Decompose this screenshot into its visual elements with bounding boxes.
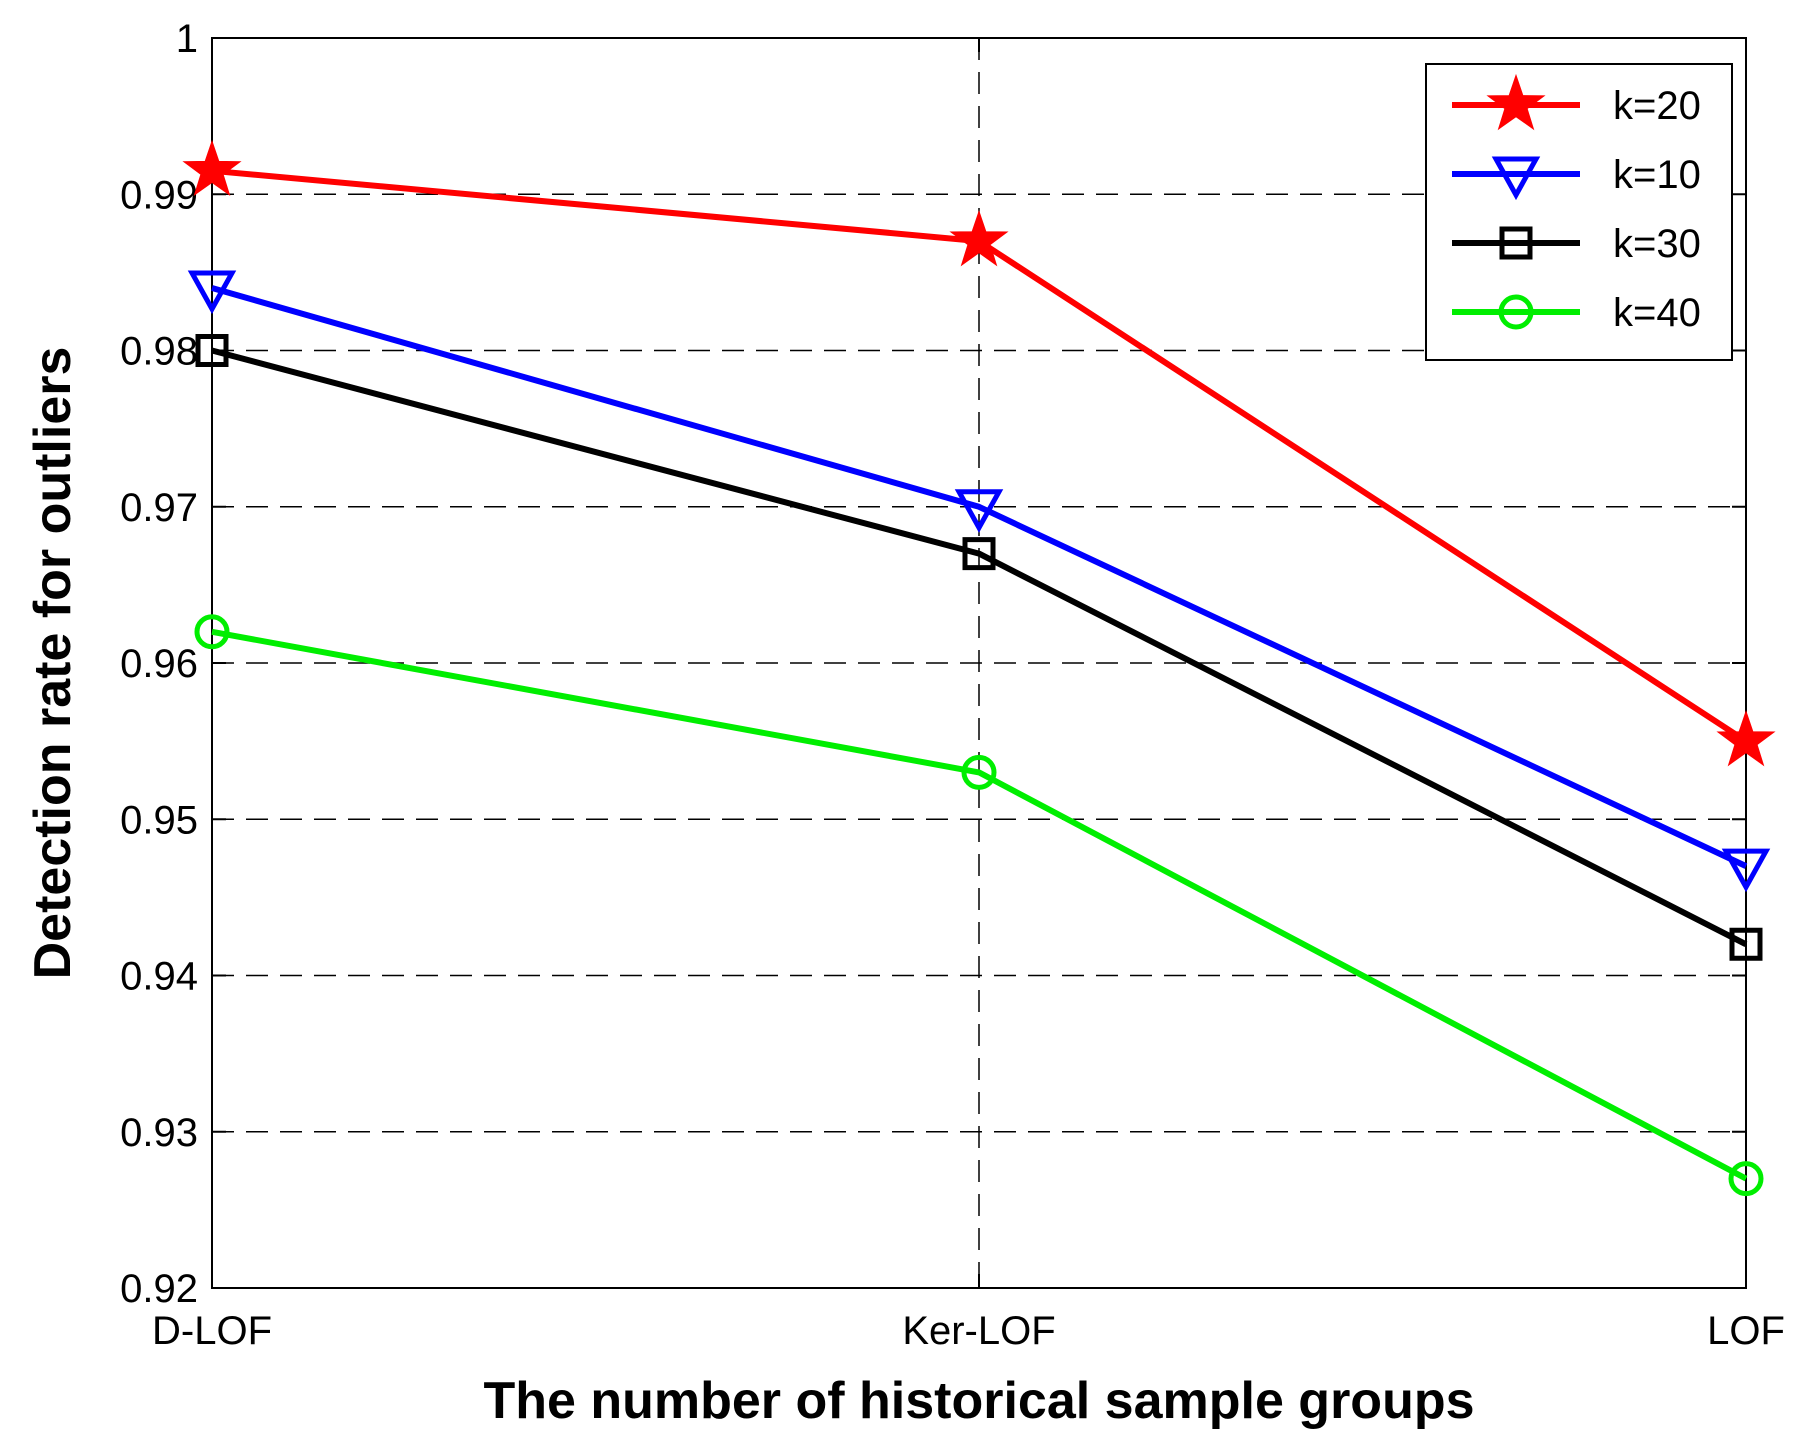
y-tick-label: 0.94 xyxy=(120,955,198,999)
x-tick-label: D-LOF xyxy=(152,1309,272,1353)
series-line xyxy=(211,285,1748,869)
y-tick-label: 0.96 xyxy=(120,642,198,686)
y-tick-label: 0.98 xyxy=(120,330,198,374)
y-tick-label: 0.99 xyxy=(120,173,198,217)
data-point xyxy=(1716,709,1776,767)
series-k=20 xyxy=(182,139,1776,767)
data-point xyxy=(1721,848,1771,893)
x-tick-label: LOF xyxy=(1707,1309,1785,1353)
y-tick-label: 0.92 xyxy=(120,1267,198,1311)
legend-item: k=10 xyxy=(1452,153,1701,201)
axis-ticks: 0.92 0.93 0.94 0.95 0.96 0.97 0.98 0.99 1 D-LOF Ke… xyxy=(120,17,1785,1353)
y-tick-label: 0.95 xyxy=(120,798,198,842)
legend-marker xyxy=(1491,156,1541,201)
legend-label: k=20 xyxy=(1613,84,1701,128)
data-point xyxy=(962,537,996,571)
legend-item: k=20 xyxy=(1452,73,1701,131)
y-tick-label: 0.93 xyxy=(120,1111,198,1155)
series-line xyxy=(211,628,1748,1182)
series-k=40 xyxy=(194,614,1764,1197)
data-point xyxy=(954,489,1004,533)
data-point xyxy=(1729,927,1763,961)
y-tick-label: 1 xyxy=(176,17,198,61)
series-k=10 xyxy=(187,270,1771,893)
data-point xyxy=(1728,1161,1764,1197)
legend-item: k=30 xyxy=(1452,222,1701,266)
data-point xyxy=(961,754,997,790)
legend-label: k=40 xyxy=(1613,291,1701,335)
data-series xyxy=(182,139,1776,1197)
x-tick-label: Ker-LOF xyxy=(902,1309,1055,1353)
data-point xyxy=(182,139,242,197)
data-point xyxy=(194,614,230,650)
series-line xyxy=(211,347,1748,947)
legend: k=20 k=10 k=30 k=40 xyxy=(1425,63,1733,361)
legend-item: k=40 xyxy=(1452,291,1701,335)
legend-marker xyxy=(1486,73,1546,131)
data-point xyxy=(187,270,237,315)
legend-marker xyxy=(1499,226,1533,260)
series-k=30 xyxy=(195,334,1763,961)
data-point xyxy=(195,334,229,367)
x-axis-title: The number of historical sample groups xyxy=(483,1372,1474,1430)
y-axis-title: Detection rate for outliers xyxy=(24,347,82,980)
y-tick-label: 0.97 xyxy=(120,486,198,530)
legend-label: k=10 xyxy=(1613,153,1701,197)
legend-label: k=30 xyxy=(1613,222,1701,266)
data-point xyxy=(949,209,1009,267)
legend-marker xyxy=(1498,294,1534,330)
